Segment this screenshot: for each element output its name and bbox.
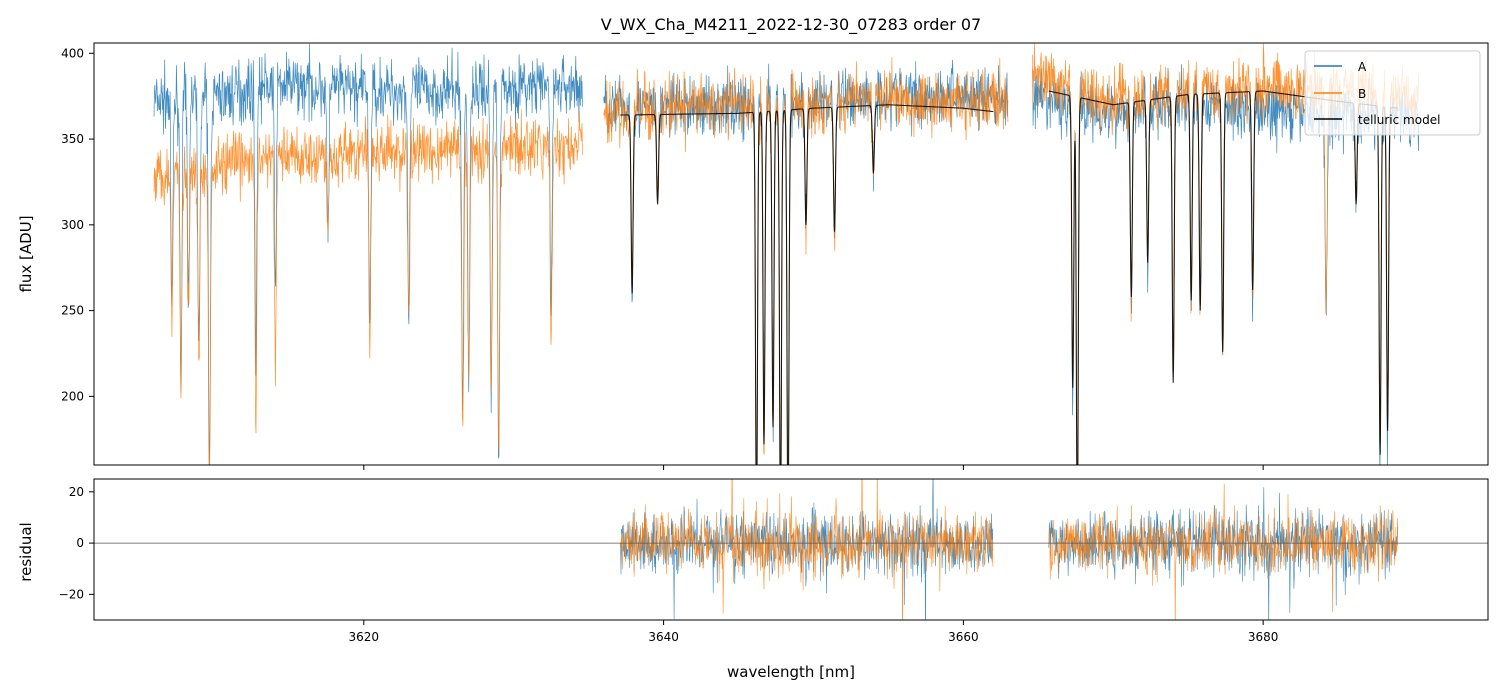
- flux-panel: 200 250 300 350 400 flux [ADU] A B telluric …: [17, 42, 1489, 470]
- legend-label-b: B: [1358, 87, 1366, 101]
- residual-ylabel: residual: [17, 522, 35, 581]
- residual-axes-frame: [93, 478, 1489, 621]
- series-telluric-model-line-0: [620, 104, 994, 465]
- residual-ytick-label: −20: [59, 587, 84, 601]
- flux-ylabel: flux [ADU]: [17, 215, 35, 292]
- residual-b-line-0: [619, 479, 994, 620]
- chart-title: V_WX_Cha_M4211_2022-12-30_07283 order 07: [601, 15, 981, 35]
- flux-ytick-label: 350: [61, 132, 84, 146]
- series-telluric-model-line-1: [1048, 90, 1399, 465]
- flux-ytick-label: 200: [61, 389, 84, 403]
- residual-a-line-1: [1048, 487, 1399, 620]
- flux-axes-frame: [93, 42, 1489, 466]
- residual-xtick-label: 3620: [349, 630, 380, 644]
- residual-a-line-0: [619, 479, 994, 620]
- legend-label-telluric: telluric model: [1358, 113, 1440, 127]
- legend: A B telluric model: [1304, 50, 1481, 136]
- residual-xtick-label: 3640: [648, 630, 679, 644]
- flux-ytick-label: 300: [61, 218, 84, 232]
- legend-box: [1304, 50, 1481, 136]
- residual-ytick-label: 20: [69, 485, 84, 499]
- residual-xlabel: wavelength [nm]: [727, 663, 855, 681]
- residual-xtick-label: 3680: [1248, 630, 1279, 644]
- residual-ytick-label: 0: [76, 536, 84, 550]
- flux-ytick-label: 400: [61, 46, 84, 60]
- residual-panel: −20 0 20 3620 3640 3660 3680 residual waveleng…: [17, 478, 1489, 681]
- flux-ytick-label: 250: [61, 304, 84, 318]
- legend-label-a: A: [1358, 60, 1367, 74]
- residual-xtick-label: 3660: [948, 630, 979, 644]
